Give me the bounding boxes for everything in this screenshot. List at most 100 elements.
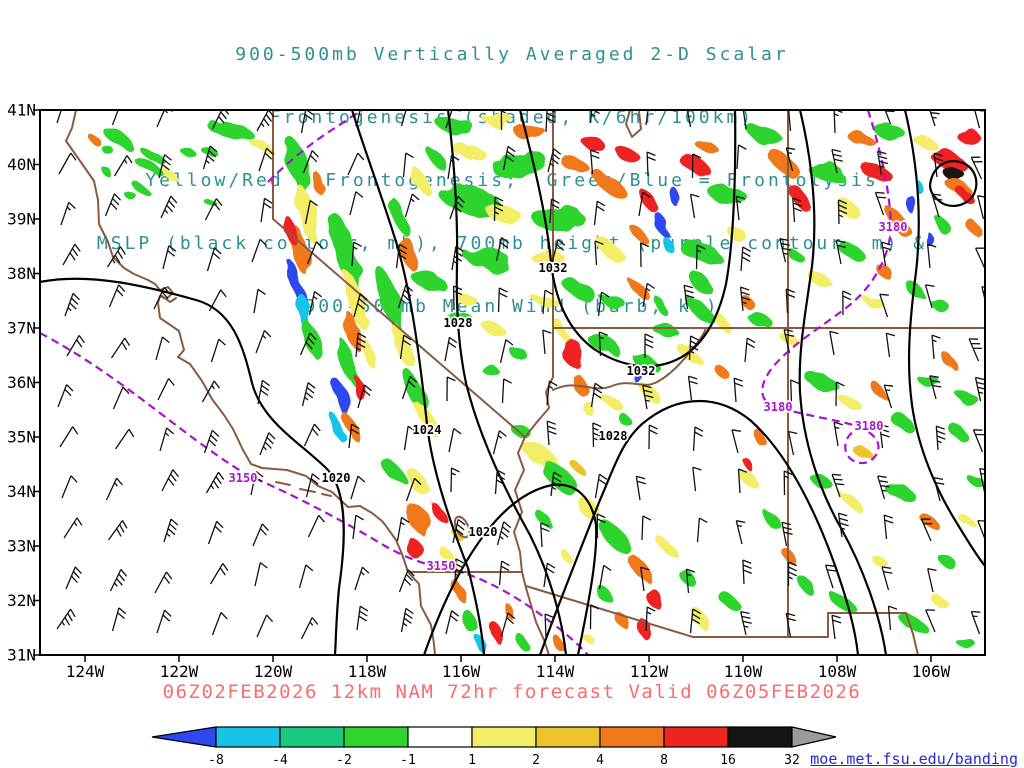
california-coastline — [65, 111, 409, 573]
wind-barb — [396, 516, 410, 542]
wind-barb — [589, 149, 600, 175]
colorado-river-az — [552, 327, 707, 391]
wind-barb — [972, 429, 984, 453]
shade-blob — [418, 403, 438, 437]
wind-barb — [787, 430, 798, 456]
wind-barb — [451, 245, 464, 271]
shade-blob — [869, 553, 891, 571]
wind-barb — [935, 425, 946, 451]
shade-blob — [137, 160, 163, 176]
wind-barb — [158, 154, 173, 179]
wind-barb — [350, 475, 366, 500]
shade-blob — [716, 590, 740, 610]
wind-barb — [829, 330, 839, 356]
shade-blob — [578, 134, 606, 150]
wind-barb — [783, 328, 795, 354]
wind-barb — [355, 332, 367, 358]
wind-barb — [735, 195, 745, 221]
lon-label: 110W — [724, 662, 763, 681]
wind-barb — [790, 379, 800, 405]
shade-blob — [942, 353, 958, 371]
source-link[interactable]: moe.met.fsu.edu/banding — [810, 750, 1018, 768]
shade-blob — [453, 581, 467, 603]
height-contour-label: 3180 — [855, 419, 884, 433]
wind-barb — [112, 386, 130, 410]
wind-barb — [833, 111, 843, 134]
wind-barb — [933, 477, 945, 502]
wind-barb — [925, 609, 936, 633]
wind-barb — [353, 293, 368, 318]
wind-barb — [202, 145, 218, 170]
colorbar-tick-label: -1 — [400, 753, 416, 768]
wind-barb — [405, 477, 422, 502]
height-contour-label: 3180 — [764, 400, 793, 414]
lon-label: 120W — [254, 662, 293, 681]
wind-barb — [357, 384, 372, 409]
shade-blob — [89, 133, 101, 147]
height-contour — [761, 111, 893, 465]
shade-blob — [834, 197, 862, 219]
wind-barb — [500, 111, 506, 131]
wind-barb — [209, 563, 229, 585]
shade-blob — [874, 124, 906, 140]
wind-barb — [737, 468, 748, 494]
forecast-caption: 06Z02FEB2026 12km NAM 72hr forecast Vali… — [162, 681, 862, 703]
wind-barb — [207, 520, 224, 545]
shade-blob — [761, 509, 783, 531]
wind-barb — [63, 517, 83, 539]
wind-barb — [162, 245, 177, 270]
wind-barb — [648, 424, 658, 450]
lat-label: 39N — [7, 210, 36, 229]
wind-barb — [598, 331, 608, 357]
wind-barb — [546, 380, 558, 406]
wind-barb — [974, 376, 984, 402]
lat-label: 34N — [7, 482, 36, 501]
wind-barb — [596, 513, 606, 539]
lon-label: 108W — [818, 662, 857, 681]
wind-barb — [831, 148, 843, 174]
great-salt-lake — [625, 111, 642, 138]
shade-blob — [638, 187, 658, 213]
wind-barb — [398, 569, 415, 593]
shade-blob — [957, 129, 979, 143]
colorbar-cell — [599, 726, 665, 748]
shade-blob — [303, 320, 321, 360]
shade-blob — [651, 323, 679, 337]
shade-blob — [532, 206, 584, 230]
shade-blob — [430, 502, 446, 522]
lon-label: 116W — [442, 662, 481, 681]
colorbar-tick-label: 8 — [660, 753, 668, 768]
wind-barb — [308, 290, 323, 316]
shade-blob — [410, 166, 430, 194]
frontogenesis-shading-layer — [89, 116, 984, 654]
shade-blob — [692, 137, 718, 153]
wind-barb — [785, 288, 796, 314]
colorbar-cell — [471, 726, 537, 748]
lon-label: 114W — [536, 662, 575, 681]
wind-barb — [59, 426, 79, 448]
wind-barb — [646, 151, 656, 177]
lat-label: 36N — [7, 373, 36, 392]
wind-barb — [57, 384, 74, 408]
wind-barb — [452, 285, 463, 311]
shade-blob — [344, 415, 360, 441]
wind-barb — [792, 197, 803, 223]
wind-barb — [253, 288, 266, 314]
wind-barb — [975, 247, 984, 269]
mslp-contour-label: 1032 — [539, 261, 568, 275]
shade-blob — [362, 339, 378, 371]
shade-blob — [738, 467, 758, 489]
wind-barb — [881, 566, 893, 591]
wind-barb — [689, 608, 702, 634]
shade-blob — [746, 312, 774, 328]
wind-barb — [351, 241, 362, 267]
shade-blob — [514, 125, 546, 139]
wind-barb — [740, 246, 752, 272]
wind-barb — [107, 520, 128, 541]
wind-barb — [540, 522, 550, 548]
shade-blob — [736, 292, 754, 308]
map-frame — [39, 109, 986, 656]
wind-barb — [589, 604, 600, 630]
shade-blob — [842, 493, 862, 511]
